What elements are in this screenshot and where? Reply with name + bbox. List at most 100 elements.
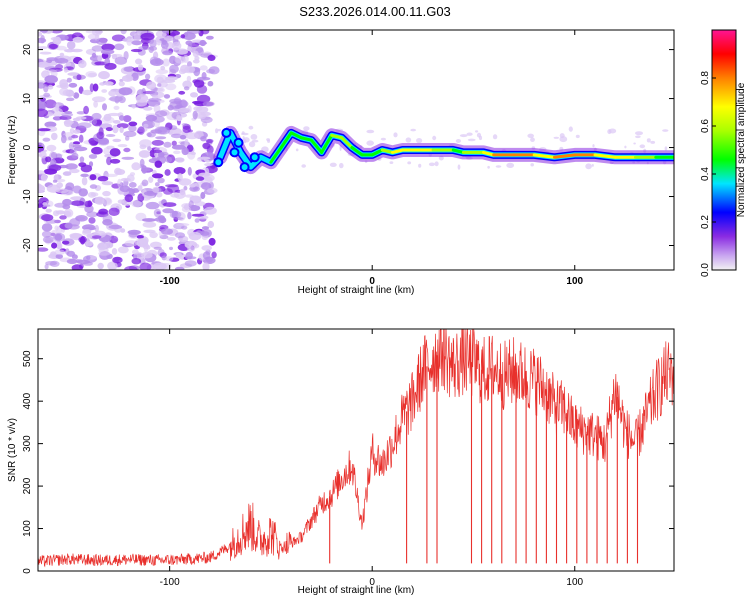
noise-speckle <box>107 261 118 270</box>
noise-speckle <box>67 72 80 76</box>
noise-speckle <box>633 142 636 145</box>
noise-speckle <box>140 32 155 41</box>
y-tick-label: 500 <box>22 350 33 367</box>
noise-speckle <box>158 215 165 221</box>
noise-speckle <box>162 208 174 214</box>
noise-speckle <box>114 56 128 65</box>
noise-speckle <box>527 133 534 138</box>
y-tick-label: 200 <box>22 477 33 494</box>
noise-speckle <box>96 37 107 46</box>
noise-speckle <box>242 136 245 140</box>
noise-speckle <box>68 82 78 88</box>
noise-speckle <box>180 34 186 39</box>
ridge-segment <box>299 136 313 142</box>
noise-speckle <box>55 254 63 259</box>
snr-frame <box>37 328 675 572</box>
noise-speckle <box>154 182 160 187</box>
noise-speckle <box>55 178 66 183</box>
ridge-segment <box>593 153 617 159</box>
noise-speckle <box>65 248 70 255</box>
noise-speckle <box>457 164 461 170</box>
noise-speckle <box>38 144 45 153</box>
noise-speckle <box>187 245 196 252</box>
noise-speckle <box>97 55 103 62</box>
noise-speckle <box>50 30 63 34</box>
noise-speckle <box>173 150 181 155</box>
noise-speckle <box>71 134 79 139</box>
noise-speckle <box>51 242 58 249</box>
noise-speckle <box>41 223 53 232</box>
y-tick-label: 100 <box>22 520 33 537</box>
noise-speckle <box>59 87 70 96</box>
noise-speckle <box>215 128 219 134</box>
noise-speckle <box>157 177 165 184</box>
noise-speckle <box>47 84 54 90</box>
noise-speckle <box>79 263 84 269</box>
noise-speckle <box>109 95 123 102</box>
noise-speckle <box>123 130 137 138</box>
noise-speckle <box>182 54 189 63</box>
noise-speckle <box>42 202 48 206</box>
noise-speckle <box>53 232 66 242</box>
noise-speckle <box>295 148 299 152</box>
noise-speckle <box>80 173 89 178</box>
noise-speckle <box>75 215 88 222</box>
noise-speckle <box>94 196 105 205</box>
noise-speckle <box>139 262 152 270</box>
noise-speckle <box>120 30 127 35</box>
noise-speckle <box>161 30 173 34</box>
noise-speckle <box>68 142 75 151</box>
noise-speckle <box>175 223 190 227</box>
noise-speckle <box>163 35 175 42</box>
noise-speckle <box>559 133 565 139</box>
noise-speckle <box>174 266 185 270</box>
noise-speckle <box>192 110 198 120</box>
noise-speckle <box>142 218 156 222</box>
noise-speckle <box>59 83 69 89</box>
noise-speckle <box>123 147 131 153</box>
snr-panel: -100 0 100 0 100 200 300 400 500 Height of strai… <box>7 328 675 596</box>
colorbar-tick-label: 0.2 <box>700 215 711 229</box>
noise-speckle <box>151 94 159 99</box>
noise-speckle <box>171 144 186 150</box>
noise-speckle <box>104 81 114 86</box>
noise-speckle <box>149 56 159 65</box>
noise-speckle <box>171 41 182 51</box>
noise-speckle <box>190 151 196 156</box>
noise-speckle <box>165 156 172 163</box>
noise-speckle <box>163 94 171 99</box>
noise-speckle <box>155 191 163 198</box>
noise-speckle <box>203 206 217 215</box>
noise-speckle <box>86 255 91 260</box>
noise-speckle <box>119 126 124 133</box>
ridge-segment <box>451 148 465 154</box>
noise-speckle <box>138 150 151 158</box>
noise-speckle <box>91 52 97 58</box>
noise-speckle <box>38 108 48 118</box>
noise-speckle <box>151 173 164 179</box>
noise-speckle <box>184 138 189 148</box>
noise-speckle <box>85 71 97 78</box>
ridge-segment <box>269 146 283 164</box>
noise-speckle <box>199 65 208 71</box>
noise-speckle <box>61 134 67 144</box>
noise-speckle <box>141 179 149 187</box>
noise-speckle <box>432 135 437 141</box>
noise-speckle <box>165 76 178 81</box>
noise-speckle <box>142 242 149 250</box>
noise-speckle <box>39 51 52 55</box>
noise-speckle <box>52 36 62 45</box>
noise-speckle <box>185 251 193 260</box>
noise-speckle <box>208 237 216 246</box>
noise-speckle <box>416 138 423 144</box>
noise-speckle <box>92 96 106 103</box>
noise-speckle <box>44 264 49 270</box>
noise-speckle <box>207 220 215 229</box>
noise-speckle <box>178 178 192 186</box>
noise-speckle <box>189 183 196 188</box>
noise-speckle <box>118 87 133 96</box>
noise-speckle <box>85 30 100 34</box>
noise-speckle <box>112 120 121 124</box>
ridge-segment <box>320 133 334 154</box>
